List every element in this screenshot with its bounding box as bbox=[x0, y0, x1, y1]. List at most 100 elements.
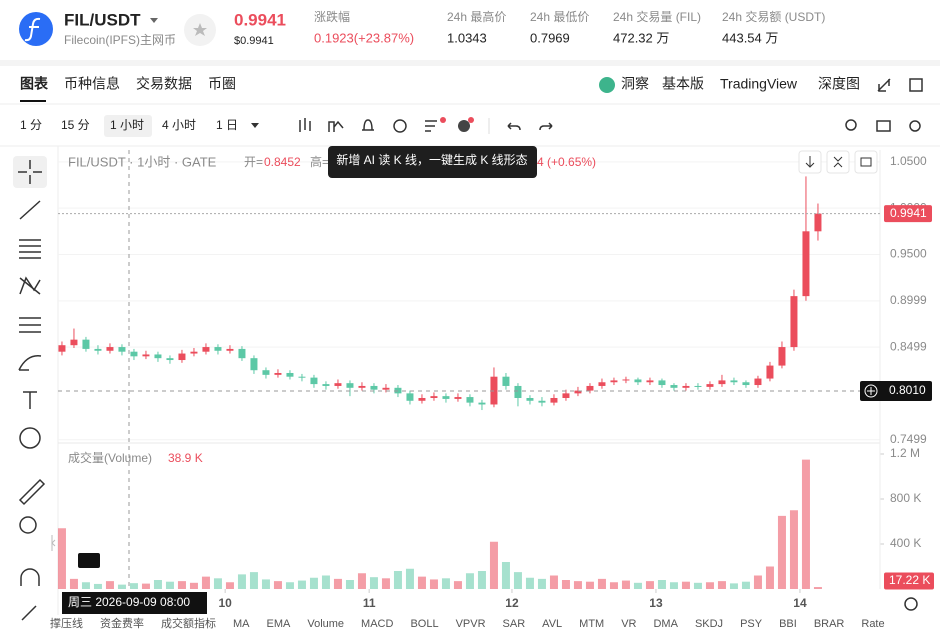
fib-tool[interactable] bbox=[19, 317, 41, 333]
alert-icon[interactable] bbox=[362, 119, 374, 131]
indicator[interactable]: VPVR bbox=[456, 618, 486, 630]
chart-button[interactable] bbox=[826, 150, 850, 174]
indicator[interactable]: MACD bbox=[361, 618, 393, 630]
tab[interactable]: 交易数据 bbox=[136, 76, 192, 92]
undo-icon[interactable] bbox=[507, 122, 521, 131]
candle-body bbox=[610, 380, 618, 383]
channel-tool[interactable] bbox=[19, 239, 41, 259]
crosshair-add[interactable] bbox=[864, 384, 878, 398]
candle-body bbox=[514, 385, 522, 398]
ai-icon[interactable] bbox=[425, 120, 437, 132]
indicator[interactable]: Rate bbox=[861, 618, 884, 630]
candle-body bbox=[226, 348, 234, 351]
brush-tool[interactable] bbox=[18, 355, 42, 371]
volume-bar bbox=[273, 581, 282, 589]
chart-button[interactable] bbox=[854, 150, 878, 174]
settings-icon[interactable] bbox=[909, 120, 921, 132]
pair[interactable]: FIL/USDT bbox=[64, 10, 141, 29]
candle-body bbox=[790, 296, 798, 348]
indicator[interactable]: 资金费率 bbox=[100, 616, 144, 630]
expand-icon[interactable] bbox=[877, 78, 891, 92]
indicator[interactable]: BOLL bbox=[410, 618, 438, 630]
interval[interactable]: 4 小时 bbox=[162, 118, 196, 132]
indicator[interactable]: AVL bbox=[542, 618, 562, 630]
indicator[interactable]: 撑压线 bbox=[50, 616, 83, 630]
volume-bar bbox=[189, 582, 198, 589]
indicator[interactable]: BBI bbox=[779, 618, 797, 630]
view-tab[interactable]: 深度图 bbox=[818, 76, 860, 92]
volume-bar bbox=[573, 581, 582, 589]
indicator[interactable]: BRAR bbox=[814, 618, 845, 630]
indicator[interactable]: DMA bbox=[653, 618, 678, 630]
interval[interactable]: 1 分 bbox=[20, 118, 42, 132]
view-tab[interactable]: TradingView bbox=[720, 76, 798, 92]
search-icon[interactable] bbox=[845, 119, 857, 131]
legend-open: 0.8452 bbox=[264, 155, 301, 169]
emoji-tool[interactable] bbox=[19, 427, 41, 449]
y-tick-label: 0.8499 bbox=[890, 339, 927, 353]
view-tab[interactable]: 基本版 bbox=[662, 76, 704, 92]
indicator[interactable]: VR bbox=[621, 618, 636, 630]
volume-bar bbox=[381, 578, 390, 589]
tooltip-text: 新增 AI 读 K 线，一键生成 K 线形态 bbox=[336, 152, 527, 167]
volume-bar bbox=[393, 571, 402, 589]
text-tool[interactable] bbox=[23, 391, 37, 409]
indicator[interactable]: SAR bbox=[503, 618, 526, 630]
candle-body bbox=[430, 396, 438, 398]
volume-bar bbox=[597, 578, 606, 589]
candle-body bbox=[166, 358, 174, 361]
tab[interactable]: 图表 bbox=[20, 76, 49, 92]
candle-body bbox=[574, 390, 582, 394]
pair-dropdown[interactable] bbox=[150, 18, 158, 23]
magnet-tool[interactable] bbox=[20, 568, 40, 586]
indicator[interactable]: MA bbox=[233, 618, 250, 630]
settings-gear[interactable] bbox=[904, 597, 918, 611]
interval[interactable]: 1 小时 bbox=[110, 118, 144, 132]
last-volume-label: 17.22 K bbox=[889, 573, 930, 587]
ruler-tool[interactable] bbox=[18, 478, 46, 506]
indicator-icon[interactable] bbox=[328, 120, 344, 132]
camera-icon[interactable] bbox=[876, 120, 891, 132]
interval-dropdown[interactable] bbox=[251, 123, 259, 128]
divider bbox=[0, 60, 940, 66]
volume-bar bbox=[213, 578, 222, 589]
tool-selected-bg bbox=[13, 156, 47, 188]
tab[interactable]: 币种信息 bbox=[64, 76, 120, 92]
lock-tool[interactable] bbox=[21, 605, 37, 621]
redo-icon[interactable] bbox=[539, 122, 553, 131]
candle-body bbox=[154, 354, 162, 359]
volume-bar bbox=[801, 459, 810, 589]
indicator[interactable]: SKDJ bbox=[695, 618, 723, 630]
volume-bar bbox=[717, 581, 726, 589]
candle-body bbox=[202, 347, 210, 352]
interval[interactable]: 1 日 bbox=[216, 118, 238, 132]
window-icon[interactable] bbox=[909, 78, 923, 92]
view-tab[interactable]: 洞察 bbox=[621, 76, 649, 92]
volume-bar bbox=[225, 582, 234, 589]
zoom-tool[interactable] bbox=[19, 516, 37, 534]
interval[interactable]: 15 分 bbox=[61, 118, 90, 132]
pattern-tool[interactable] bbox=[19, 276, 41, 295]
candle-body bbox=[598, 382, 606, 386]
chart-button-icon bbox=[833, 156, 843, 168]
candle-style-icon[interactable] bbox=[299, 118, 311, 132]
volume-legend-value: 38.9 K bbox=[168, 451, 203, 465]
tooltip-box bbox=[328, 146, 537, 178]
candle-body bbox=[622, 379, 630, 381]
tab[interactable]: 币圈 bbox=[208, 76, 236, 92]
badge bbox=[468, 117, 474, 123]
indicator[interactable]: EMA bbox=[267, 618, 292, 630]
indicator[interactable]: Volume bbox=[307, 618, 344, 630]
candle-body bbox=[94, 348, 102, 351]
candle-body bbox=[478, 402, 486, 405]
candle-body bbox=[418, 397, 426, 401]
indicator[interactable]: PSY bbox=[740, 618, 763, 630]
replay-icon[interactable] bbox=[393, 119, 407, 133]
indicator[interactable]: 成交额指标 bbox=[161, 616, 216, 630]
line-tool[interactable] bbox=[19, 200, 41, 220]
volume-tick-label: 1.2 M bbox=[890, 446, 920, 460]
indicator[interactable]: MTM bbox=[579, 618, 604, 630]
add-icon[interactable] bbox=[458, 120, 470, 132]
volume-bar bbox=[453, 581, 462, 589]
crosshair-tool[interactable] bbox=[18, 160, 42, 184]
